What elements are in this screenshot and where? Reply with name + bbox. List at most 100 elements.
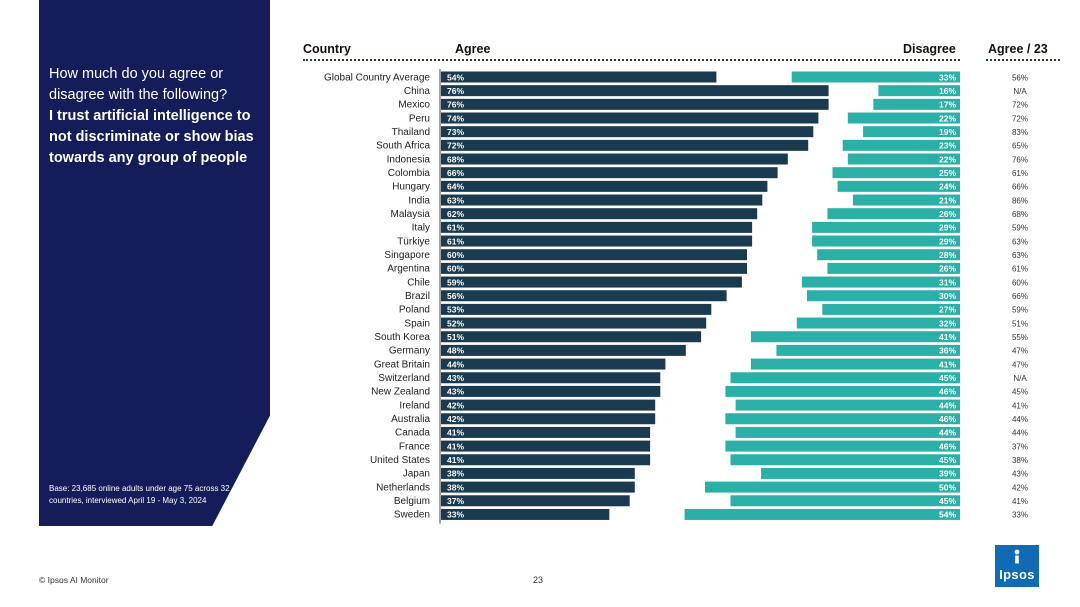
footer-copyright: © Ipsos AI Monitor (39, 575, 109, 585)
disagree-bar (837, 180, 960, 192)
agree-bar (441, 481, 635, 493)
agree-bar (441, 454, 651, 466)
agree-2023-value: 66% (1012, 183, 1028, 192)
agree-2023-value: 38% (1012, 456, 1028, 465)
agree-bar (441, 508, 610, 520)
country-label: Global Country Average (324, 72, 430, 83)
agree-bar (441, 290, 727, 302)
agree-2023-value: 68% (1012, 210, 1028, 219)
disagree-bar (705, 481, 960, 493)
disagree-bar (842, 139, 960, 151)
country-label: United States (370, 455, 430, 466)
agree-value-label: 43% (447, 387, 464, 397)
disagree-bar (730, 495, 960, 507)
disagree-value-label: 31% (939, 277, 956, 287)
agree-value-label: 42% (447, 400, 464, 410)
agree-value-label: 38% (447, 482, 464, 492)
agree-2023-value: 59% (1012, 306, 1028, 315)
agree-bar (441, 262, 747, 274)
agree-2023-value: N/A (1013, 374, 1027, 383)
agree-value-label: 41% (447, 428, 464, 438)
question-intro: How much do you agree or disagree with t… (49, 66, 228, 103)
country-label: Poland (399, 305, 430, 316)
agree-value-label: 63% (447, 195, 464, 205)
disagree-value-label: 32% (939, 318, 956, 328)
agree-2023-value: 61% (1012, 169, 1028, 178)
country-label: Türkiye (397, 236, 430, 247)
disagree-value-label: 26% (939, 264, 956, 274)
agree-value-label: 48% (447, 346, 464, 356)
agree-value-label: 76% (447, 100, 464, 110)
agree-2023-value: 41% (1012, 401, 1028, 410)
agree-bar (441, 276, 742, 288)
disagree-value-label: 46% (939, 414, 956, 424)
agree-value-label: 66% (447, 168, 464, 178)
disagree-value-label: 54% (939, 510, 956, 520)
disagree-bar (847, 112, 960, 124)
agree-value-label: 41% (447, 455, 464, 465)
agree-bar (441, 249, 747, 261)
country-label: Mexico (398, 100, 430, 111)
agree-2023-value: 59% (1012, 224, 1028, 233)
agree-bar (441, 208, 758, 220)
disagree-bar (735, 426, 960, 438)
agree-bar (441, 495, 630, 507)
header-disagree: Disagree (903, 42, 956, 56)
country-label: Hungary (392, 182, 430, 193)
disagree-bar (827, 262, 960, 274)
country-label: Argentina (387, 264, 430, 275)
header-divider-main (303, 59, 960, 61)
disagree-value-label: 21% (939, 195, 956, 205)
agree-2023-value: 56% (1012, 73, 1028, 82)
agree-2023-value: 42% (1012, 483, 1028, 492)
agree-bar (441, 317, 707, 329)
agree-2023-value: 37% (1012, 442, 1028, 451)
agree-2023-value: 60% (1012, 278, 1028, 287)
agree-2023-value: 51% (1012, 319, 1028, 328)
disagree-bar (730, 454, 960, 466)
logo-mark-icon (1014, 549, 1020, 564)
agree-2023-value: 47% (1012, 347, 1028, 356)
agree-value-label: 60% (447, 264, 464, 274)
disagree-value-label: 19% (939, 127, 956, 137)
agree-2023-value: 44% (1012, 415, 1028, 424)
country-label: South Korea (374, 332, 430, 343)
disagree-bar (847, 153, 960, 165)
country-label: Japan (403, 469, 430, 480)
disagree-bar (832, 167, 960, 179)
agree-2023-value: 83% (1012, 128, 1028, 137)
agree-value-label: 44% (447, 359, 464, 369)
disagree-bar (873, 98, 960, 110)
agree-2023-value: 45% (1012, 388, 1028, 397)
country-label: Italy (412, 223, 430, 234)
agree-bar (441, 98, 829, 110)
agree-bar (441, 139, 809, 151)
page-number: 23 (533, 575, 544, 585)
country-label: Spain (404, 318, 430, 329)
disagree-value-label: 46% (939, 441, 956, 451)
country-label: Switzerland (378, 373, 430, 384)
agree-2023-value: 63% (1012, 237, 1028, 246)
disagree-bar (730, 372, 960, 384)
agree-value-label: 37% (447, 496, 464, 506)
agree-2023-value: 33% (1012, 511, 1028, 520)
country-label: Ireland (399, 400, 430, 411)
agree-value-label: 73% (447, 127, 464, 137)
agree-value-label: 60% (447, 250, 464, 260)
agree-bar (441, 71, 717, 83)
country-label: Belgium (394, 496, 430, 507)
country-label: Canada (395, 428, 430, 439)
disagree-value-label: 30% (939, 291, 956, 301)
agree-2023-value: 47% (1012, 360, 1028, 369)
ipsos-logo: Ipsos (995, 545, 1039, 587)
disagree-bar (852, 194, 960, 206)
agree-bar (441, 235, 753, 247)
agree-bar (441, 180, 768, 192)
disagree-value-label: 24% (939, 182, 956, 192)
agree-bar (441, 153, 788, 165)
agree-2023-value: 65% (1012, 142, 1028, 151)
disagree-value-label: 50% (939, 482, 956, 492)
agree-bar (441, 344, 686, 356)
agree-value-label: 74% (447, 113, 464, 123)
agree-value-label: 72% (447, 141, 464, 151)
